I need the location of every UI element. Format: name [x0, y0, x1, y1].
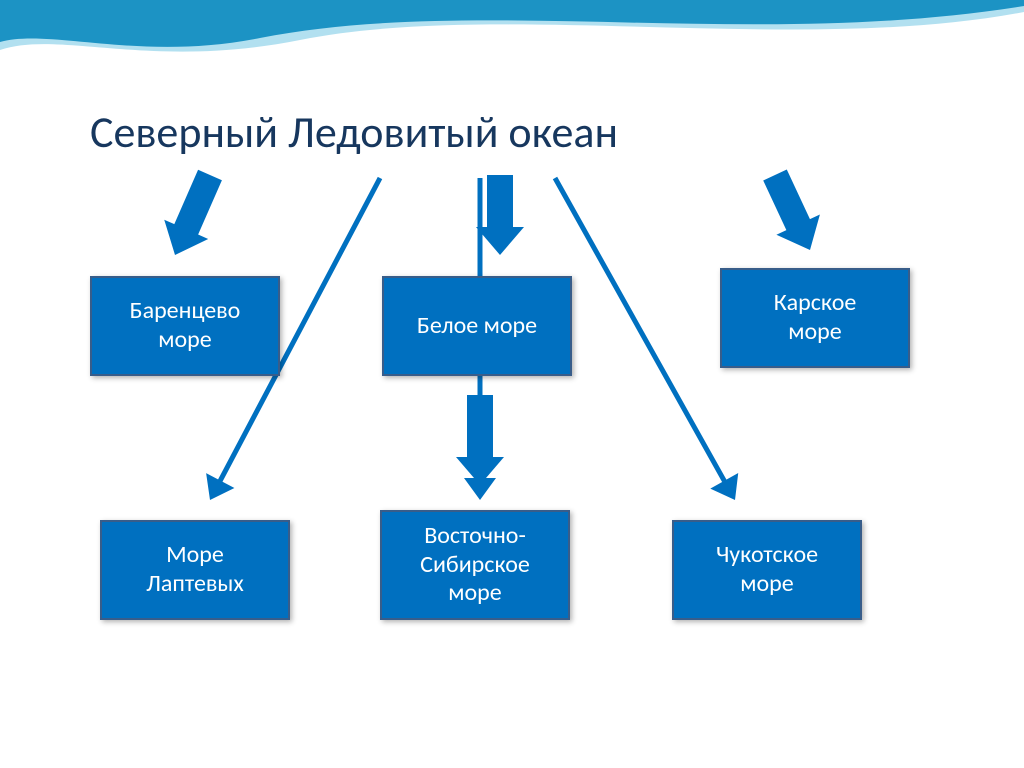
box-barents: Баренцево море — [90, 276, 280, 376]
box-laptev: Море Лаптевых — [100, 520, 290, 620]
box-label: Чукотское море — [716, 541, 818, 599]
box-label: Карское море — [774, 289, 857, 347]
box-kara: Карское море — [720, 268, 910, 368]
arrow-6 — [456, 395, 504, 485]
arrow-2 — [763, 170, 820, 250]
page-title: Северный Ледовитый океан — [90, 105, 618, 159]
arrow-1 — [476, 175, 524, 255]
decorative-wave — [0, 0, 1024, 100]
box-label: Море Лаптевых — [146, 541, 244, 599]
box-esib: Восточно- Сибирское море — [380, 510, 570, 620]
box-white: Белое море — [382, 276, 572, 376]
arrow-0 — [164, 170, 222, 255]
box-label: Баренцево море — [130, 297, 241, 355]
box-label: Белое море — [417, 312, 537, 341]
arrow-5 — [553, 177, 738, 500]
box-chukchi: Чукотское море — [672, 520, 862, 620]
box-label: Восточно- Сибирское море — [420, 522, 530, 608]
